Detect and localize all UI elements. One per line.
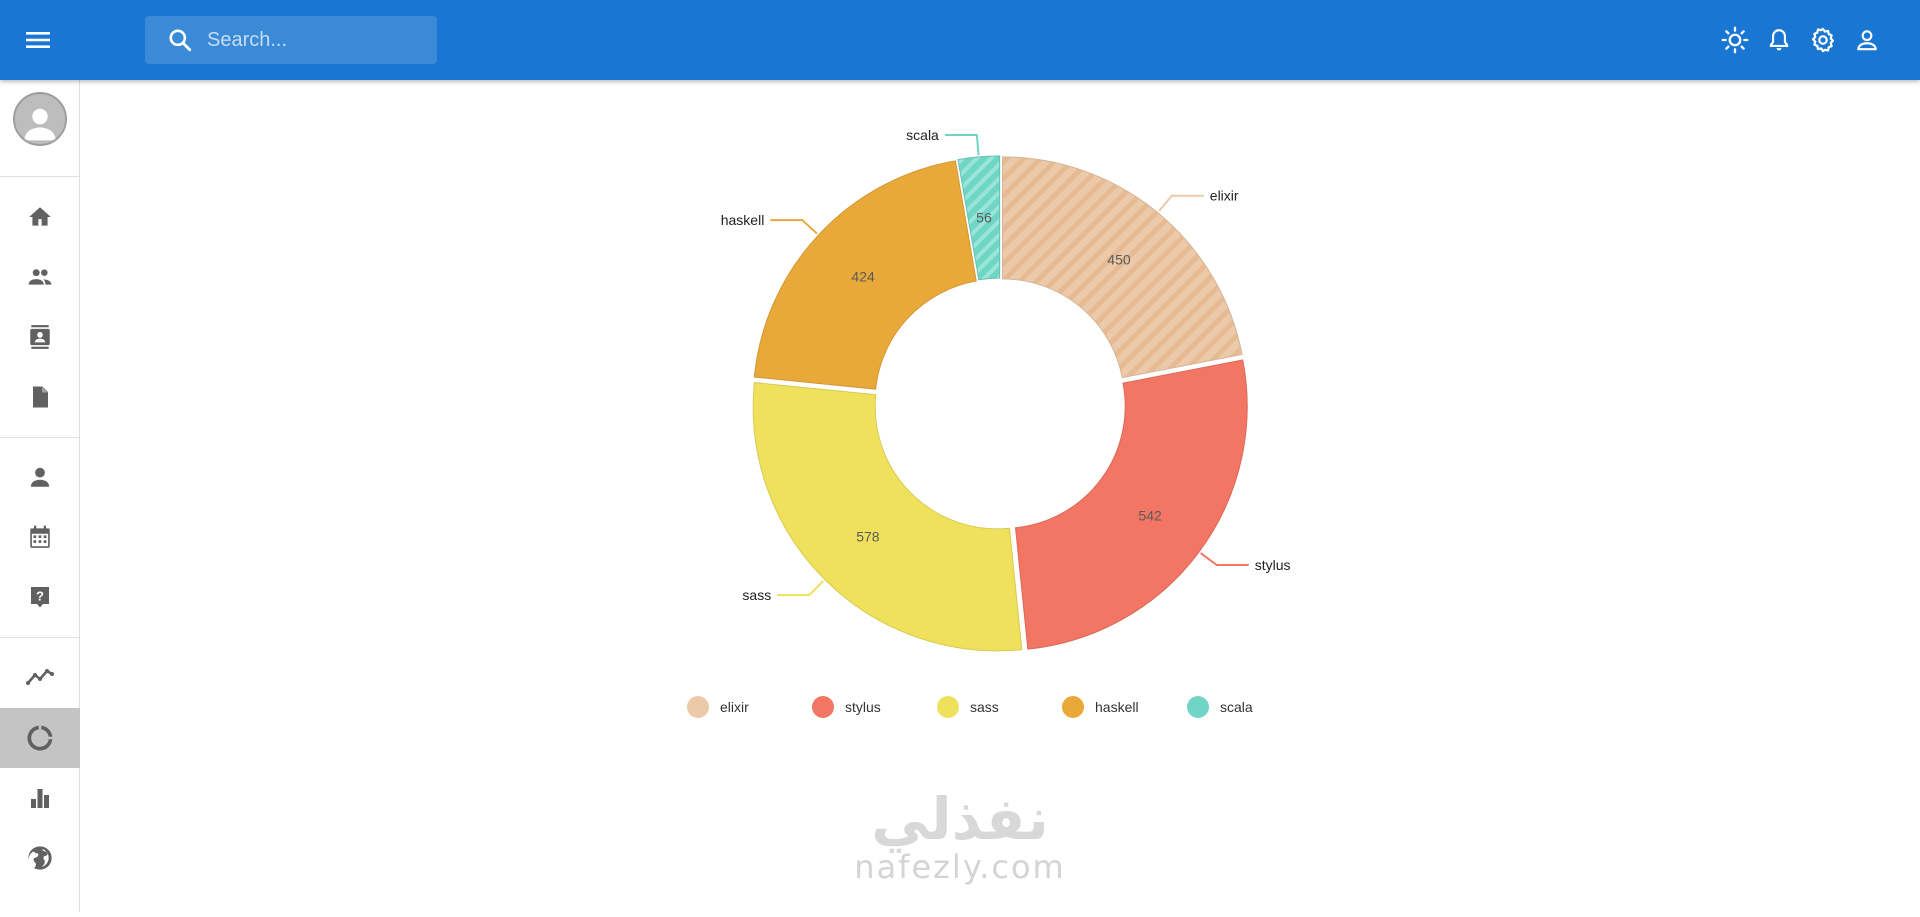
search-icon: [165, 25, 195, 55]
slice-value-scala: 56: [976, 210, 992, 226]
slice-value-stylus: 542: [1138, 508, 1162, 524]
help-icon[interactable]: ?: [0, 567, 80, 627]
legend-item-scala[interactable]: scala: [1187, 696, 1253, 718]
sidebar-divider: [0, 637, 80, 638]
theme-toggle-sun-icon[interactable]: [1718, 22, 1752, 58]
slice-value-sass: 578: [856, 528, 880, 544]
pie-chart-icon[interactable]: [0, 708, 80, 768]
slice-label-sass: sass: [742, 587, 771, 603]
leader-line-haskell: [770, 219, 818, 235]
watermark-arabic: نفذلي: [871, 785, 1049, 853]
slice-stylus[interactable]: [1014, 359, 1248, 650]
slice-scala[interactable]: [957, 155, 1001, 281]
home-icon[interactable]: [0, 187, 80, 247]
slice-label-haskell: haskell: [721, 212, 765, 228]
donut-chart-container: 450 elixir 542 stylus 578 sass 424 haskell 56 sca…: [81, 80, 1920, 912]
slice-sass[interactable]: [752, 382, 1023, 652]
legend-label-scala: scala: [1220, 699, 1253, 715]
leader-line-stylus: [1200, 552, 1249, 567]
legend-swatch-stylus: [812, 696, 834, 718]
legend-swatch-haskell: [1062, 696, 1084, 718]
watermark-latin: nafezly.com: [854, 848, 1066, 886]
legend-swatch-sass: [937, 696, 959, 718]
slice-value-haskell: 424: [851, 269, 875, 285]
bar-chart-icon[interactable]: [0, 768, 80, 828]
document-icon[interactable]: [0, 367, 80, 427]
legend-item-sass[interactable]: sass: [937, 696, 999, 718]
legend-swatch-elixir: [687, 696, 709, 718]
watermark: نفذلي nafezly.com: [850, 790, 1070, 886]
contacts-icon[interactable]: [0, 307, 80, 367]
legend-label-elixir: elixir: [720, 699, 749, 715]
donut-chart: 450 elixir 542 stylus 578 sass 424 haskell 56 sca…: [687, 127, 1291, 718]
slice-elixir[interactable]: [1002, 156, 1243, 379]
person-icon[interactable]: [0, 447, 80, 507]
app-bar: [0, 0, 1920, 80]
legend-swatch-scala: [1187, 696, 1209, 718]
search-input[interactable]: [207, 28, 427, 52]
sidebar: ?: [0, 80, 80, 912]
legend-item-elixir[interactable]: elixir: [687, 696, 749, 718]
people-icon[interactable]: [0, 247, 80, 307]
svg-text:?: ?: [36, 589, 44, 604]
search-box: [145, 16, 437, 64]
sidebar-divider: [0, 176, 80, 177]
menu-icon[interactable]: [20, 22, 56, 58]
legend-label-stylus: stylus: [845, 699, 881, 715]
line-chart-icon[interactable]: [0, 647, 80, 707]
leader-line-sass: [777, 580, 825, 597]
legend-item-haskell[interactable]: haskell: [1062, 696, 1139, 718]
legend-label-haskell: haskell: [1095, 699, 1139, 715]
slice-label-scala: scala: [906, 127, 939, 143]
avatar[interactable]: [13, 92, 67, 146]
legend-item-stylus[interactable]: stylus: [812, 696, 881, 718]
sidebar-divider: [0, 437, 80, 438]
leader-line-scala: [944, 133, 980, 156]
calendar-icon[interactable]: [0, 507, 80, 567]
account-user-icon[interactable]: [1850, 22, 1884, 58]
slice-value-elixir: 450: [1107, 252, 1131, 268]
globe-icon[interactable]: [0, 828, 80, 888]
notifications-bell-icon[interactable]: [1762, 22, 1796, 58]
settings-gear-icon[interactable]: [1806, 22, 1840, 58]
slice-label-stylus: stylus: [1255, 557, 1291, 573]
legend-label-sass: sass: [970, 699, 999, 715]
slice-haskell[interactable]: [753, 160, 977, 390]
leader-line-elixir: [1158, 194, 1204, 212]
slice-label-elixir: elixir: [1210, 188, 1239, 204]
